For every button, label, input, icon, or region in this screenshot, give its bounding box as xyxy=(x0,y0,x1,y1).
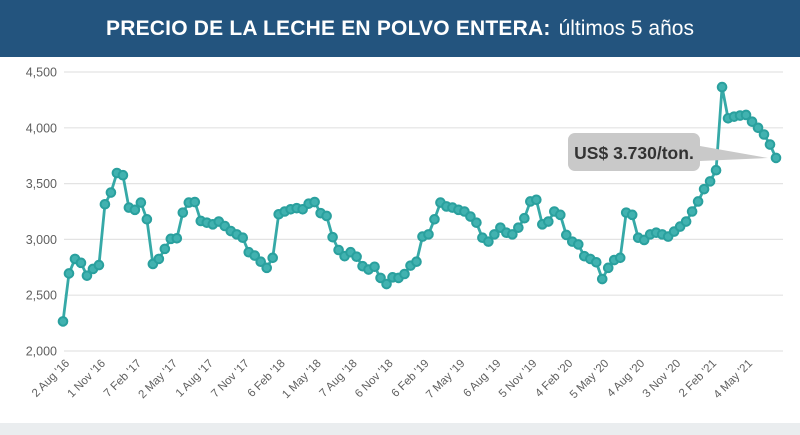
y-tick-label: 2,500 xyxy=(26,289,57,303)
x-tick-label: 5 May '20 xyxy=(568,358,611,401)
data-point xyxy=(129,204,141,216)
data-point xyxy=(411,256,422,268)
data-point xyxy=(249,250,261,261)
series-line xyxy=(61,85,778,323)
data-point xyxy=(531,194,542,206)
data-point xyxy=(596,273,608,285)
chart-area: 2,000 2,500 3,000 3,500 4,000 4,500 2 Aug '16… xyxy=(0,57,800,423)
data-point xyxy=(543,216,554,227)
data-point xyxy=(483,236,494,247)
data-point xyxy=(513,222,524,233)
page-subtitle: últimos 5 años xyxy=(558,16,694,40)
data-point xyxy=(333,244,344,256)
data-point xyxy=(519,212,530,224)
x-tick-label: 6 Nov '18 xyxy=(353,358,396,401)
data-point xyxy=(105,187,117,198)
callout-pointer xyxy=(700,146,768,161)
footer-strip xyxy=(0,423,800,435)
data-point xyxy=(740,109,752,121)
x-tick-label: 6 Aug '19 xyxy=(461,358,503,400)
data-point xyxy=(692,196,704,207)
data-point xyxy=(686,206,698,217)
data-point xyxy=(764,139,776,150)
data-point xyxy=(321,210,332,222)
data-point xyxy=(351,251,362,262)
data-point xyxy=(399,268,410,280)
data-point xyxy=(489,229,500,240)
data-point xyxy=(507,229,518,240)
x-tick-label: 7 May '19 xyxy=(424,358,467,401)
y-tick-label: 2,000 xyxy=(26,345,57,359)
x-tick-label: 1 May '18 xyxy=(280,358,323,401)
data-point xyxy=(309,196,320,208)
data-point xyxy=(159,243,171,255)
price-callout: US$ 3.730/ton. xyxy=(568,133,768,171)
data-point xyxy=(710,164,722,176)
data-point xyxy=(141,214,153,225)
x-tick-label: 4 Aug '20 xyxy=(605,358,647,400)
data-point xyxy=(602,262,614,274)
price-chart: 2,000 2,500 3,000 3,500 4,000 4,500 2 Aug '16… xyxy=(26,66,783,401)
data-point xyxy=(117,169,129,181)
data-point xyxy=(255,256,267,268)
data-point xyxy=(572,239,584,250)
data-point xyxy=(429,214,440,225)
data-point xyxy=(770,152,782,164)
data-point xyxy=(93,259,105,271)
data-point xyxy=(135,197,147,208)
x-tick-label: 2 May '17 xyxy=(136,358,179,401)
data-point xyxy=(590,256,602,268)
data-point xyxy=(237,232,249,244)
data-point xyxy=(746,116,758,127)
data-point xyxy=(327,231,338,243)
data-point xyxy=(369,261,380,273)
data-point xyxy=(698,183,710,195)
data-point xyxy=(171,232,183,244)
data-point xyxy=(752,122,764,134)
x-axis-labels: 2 Aug '161 Nov '167 Feb '172 May '171 Au… xyxy=(30,358,755,401)
data-point xyxy=(758,129,770,140)
data-point xyxy=(555,209,566,221)
x-tick-label: 5 Nov '19 xyxy=(497,358,540,401)
data-point xyxy=(716,81,728,93)
data-point xyxy=(81,270,93,281)
data-point xyxy=(189,196,201,208)
data-point xyxy=(465,211,476,222)
data-point xyxy=(614,252,626,264)
data-point xyxy=(267,252,279,264)
data-point xyxy=(375,272,386,284)
callout-box xyxy=(568,133,700,171)
page-title: PRECIO DE LA LECHE EN POLVO ENTERA: xyxy=(106,16,551,40)
callout-text: US$ 3.730/ton. xyxy=(574,143,694,163)
x-tick-label: 3 Nov '20 xyxy=(641,358,684,401)
data-point xyxy=(471,217,482,228)
data-point xyxy=(381,278,392,290)
data-point xyxy=(626,209,638,221)
y-tick-label: 4,500 xyxy=(26,66,57,80)
data-point xyxy=(177,207,189,218)
y-tick-label: 4,000 xyxy=(26,121,57,135)
x-tick-label: 4 May '21 xyxy=(712,358,755,401)
data-point xyxy=(63,268,75,279)
data-point xyxy=(704,176,716,187)
data-point xyxy=(560,229,572,241)
data-point xyxy=(153,253,165,265)
data-point xyxy=(75,257,87,269)
data-point xyxy=(57,316,69,327)
x-tick-label: 1 Nov '16 xyxy=(65,358,108,401)
y-tick-label: 3,500 xyxy=(26,177,57,191)
x-tick-label: 7 Nov '17 xyxy=(209,358,252,401)
data-point xyxy=(680,216,692,227)
header-bar: PRECIO DE LA LECHE EN POLVO ENTERA: últi… xyxy=(0,0,800,57)
y-tick-label: 3,000 xyxy=(26,233,57,247)
chart-series xyxy=(57,81,782,327)
data-point xyxy=(99,198,111,210)
data-point xyxy=(261,262,273,274)
data-point xyxy=(423,229,434,240)
